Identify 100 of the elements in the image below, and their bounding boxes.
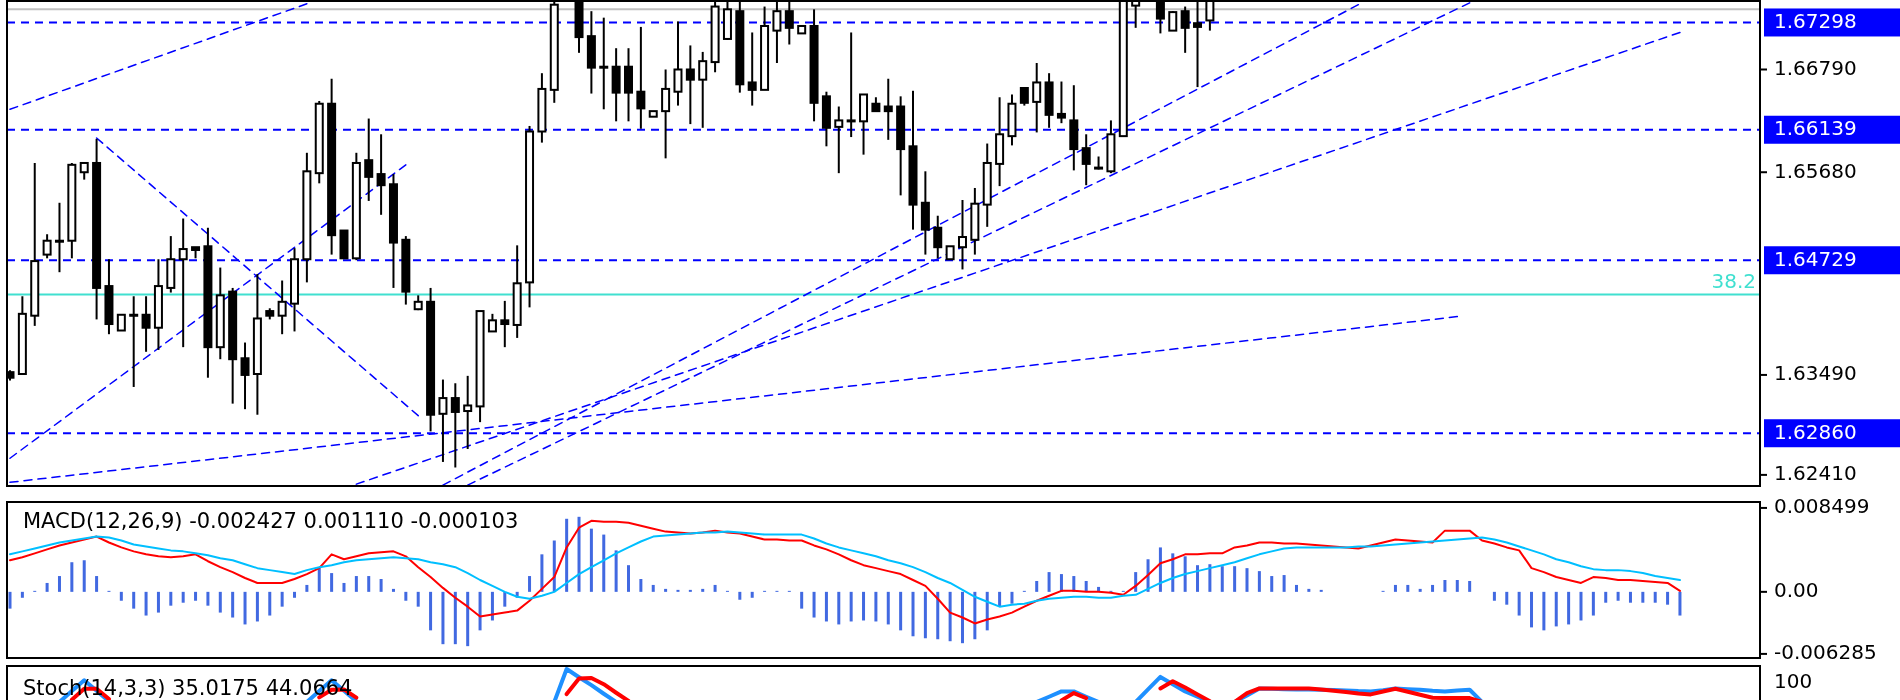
candlestick xyxy=(685,44,695,126)
ref-line-label: 1.64729 xyxy=(1774,246,1857,271)
bar xyxy=(268,591,272,616)
bar xyxy=(874,591,878,622)
text: 100 xyxy=(1774,669,1813,693)
candlestick xyxy=(42,233,52,260)
bar xyxy=(70,562,74,592)
bar xyxy=(1579,591,1583,621)
bar xyxy=(1196,565,1200,592)
bar xyxy=(1604,591,1608,603)
bar xyxy=(1443,580,1447,592)
bar xyxy=(664,588,668,592)
chart-title: MACD(12,26,9) -0.002427 0.001110 -0.000103 xyxy=(23,509,519,533)
bar xyxy=(1517,591,1521,616)
bar xyxy=(20,591,24,598)
bar xyxy=(1455,580,1459,592)
bar xyxy=(800,591,804,609)
bar xyxy=(453,591,457,645)
candlestick xyxy=(438,378,448,463)
bar xyxy=(1270,576,1274,592)
bar xyxy=(1208,564,1212,592)
bar xyxy=(280,591,284,607)
bar xyxy=(416,591,420,607)
candlestick xyxy=(1180,5,1190,54)
candlestick xyxy=(636,25,646,130)
candlestick xyxy=(673,20,683,107)
ref-line-label: 1.62860 xyxy=(1774,419,1857,444)
bar xyxy=(1678,591,1682,616)
candlestick xyxy=(661,68,671,160)
y-tick-label: -0.006285 xyxy=(1774,640,1877,665)
y-tick-label: 0.008499 xyxy=(1774,494,1870,519)
bar xyxy=(651,584,655,592)
bar xyxy=(849,591,853,622)
bar xyxy=(490,591,494,621)
bar xyxy=(948,591,952,642)
bar xyxy=(441,591,445,645)
bar xyxy=(82,560,86,592)
candlestick xyxy=(178,217,188,349)
candlestick xyxy=(883,77,893,141)
bar xyxy=(738,591,742,600)
candlestick xyxy=(698,50,708,129)
bar xyxy=(181,591,185,603)
bar xyxy=(429,591,433,631)
candlestick xyxy=(846,31,856,139)
bar xyxy=(1257,571,1261,592)
bar xyxy=(1505,591,1509,605)
bar xyxy=(540,554,544,592)
ref-line-label: 1.67298 xyxy=(1774,8,1857,33)
candlestick xyxy=(747,31,757,107)
bar xyxy=(577,516,581,592)
candlestick xyxy=(364,117,374,202)
bar xyxy=(1233,566,1237,592)
bar xyxy=(565,518,569,592)
bar xyxy=(911,591,915,637)
bar xyxy=(1183,556,1187,592)
bar xyxy=(899,591,903,631)
bar xyxy=(1542,591,1546,631)
bar xyxy=(1418,588,1422,592)
bar xyxy=(391,588,395,592)
candlestick xyxy=(240,341,250,411)
line-series xyxy=(9,530,1681,608)
bar xyxy=(119,591,123,601)
bar xyxy=(95,576,99,592)
bar xyxy=(45,582,49,592)
bar xyxy=(1628,591,1632,603)
bar xyxy=(1492,591,1496,601)
bar xyxy=(503,591,507,607)
bar xyxy=(602,534,606,592)
bar xyxy=(1010,591,1014,604)
bar xyxy=(1616,591,1620,601)
bar xyxy=(156,591,160,613)
bar xyxy=(1567,591,1571,625)
bar xyxy=(206,591,210,606)
bar xyxy=(8,591,12,609)
ref-line-label: 1.66139 xyxy=(1774,116,1857,141)
bar xyxy=(367,576,371,592)
bar xyxy=(293,591,297,598)
y-tick-label: 0.00 xyxy=(1774,578,1819,603)
bar xyxy=(973,591,977,640)
candlestick xyxy=(376,133,386,216)
bar xyxy=(330,573,334,592)
bar xyxy=(1431,584,1435,592)
bar xyxy=(466,591,470,647)
bar xyxy=(960,591,964,644)
bar xyxy=(1554,591,1558,627)
bar xyxy=(1245,568,1249,592)
bar xyxy=(627,565,630,592)
bar xyxy=(528,576,532,592)
bar xyxy=(1035,580,1039,592)
bar xyxy=(1282,575,1286,592)
y-tick-label: 1.63490 xyxy=(1774,361,1857,386)
bar xyxy=(923,591,927,639)
bar xyxy=(862,591,866,621)
bar xyxy=(1220,566,1224,592)
bar xyxy=(837,591,841,625)
bar xyxy=(243,591,247,625)
bar xyxy=(812,591,816,618)
bar xyxy=(824,591,828,622)
bar xyxy=(886,591,890,625)
bar xyxy=(1406,584,1410,592)
